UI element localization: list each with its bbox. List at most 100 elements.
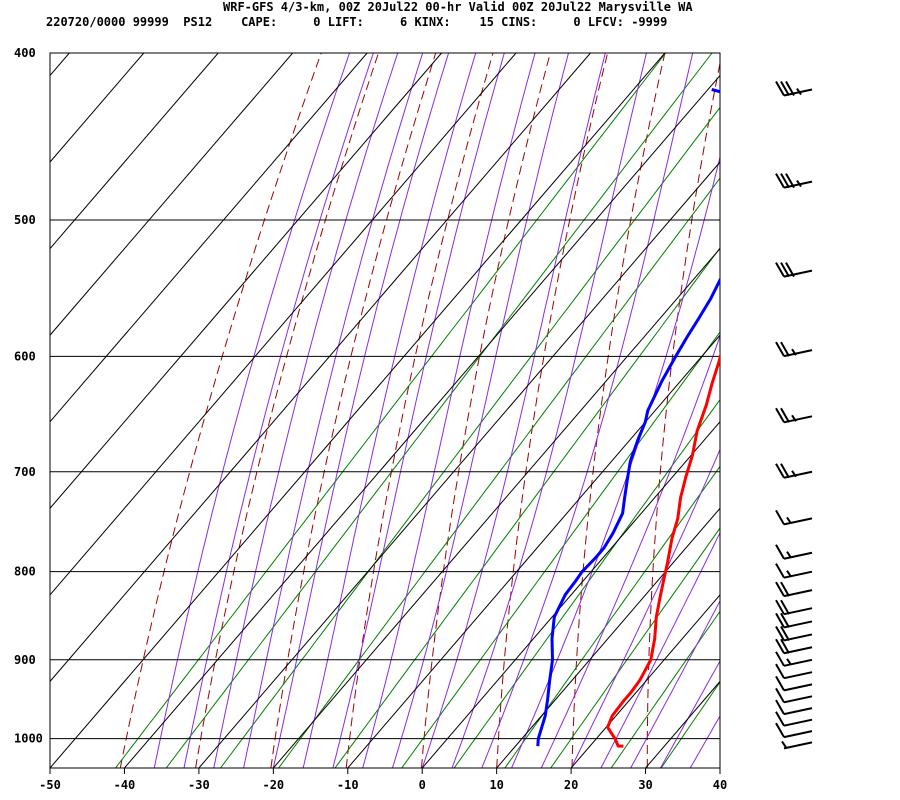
wind-barb-flag xyxy=(780,407,790,423)
isotherm-line xyxy=(50,53,591,683)
wind-barb-flag xyxy=(775,612,785,628)
wind-barb-half-flag xyxy=(791,414,797,422)
dry-adiabat-line xyxy=(345,53,494,768)
wind-barb-flag xyxy=(780,173,790,189)
wind-barb-flag xyxy=(780,599,790,615)
mixing-ratio-line xyxy=(115,53,666,768)
isotherm-line xyxy=(347,334,720,768)
dry-adiabat-line xyxy=(862,53,894,768)
isotherm-line xyxy=(50,53,368,423)
isotherm-line xyxy=(50,53,666,768)
y-tick-label: 1000 xyxy=(14,732,43,746)
moist-adiabat-line xyxy=(659,660,720,768)
y-tick-label: 600 xyxy=(14,349,36,363)
wind-barb xyxy=(783,683,813,692)
isotherm-line xyxy=(496,507,720,768)
wind-barb-flag xyxy=(775,663,785,679)
mixing-ratio-line xyxy=(504,465,720,768)
temperature-profile xyxy=(606,351,720,748)
x-tick-label: 20 xyxy=(564,778,578,792)
wind-barb-flag xyxy=(780,612,790,628)
y-tick-label: 900 xyxy=(14,653,36,667)
moist-adiabat-line xyxy=(600,531,720,768)
wind-barb xyxy=(783,741,813,750)
wind-barb xyxy=(783,730,813,739)
wind-barb-flag xyxy=(775,341,785,357)
wind-barb-half-flag xyxy=(786,516,792,524)
wind-barb-flag xyxy=(775,722,785,738)
y-tick-label: 800 xyxy=(14,565,36,579)
wind-barb-flag xyxy=(775,711,785,727)
dry-adiabat-line xyxy=(195,53,379,768)
wind-barb-flag xyxy=(785,81,795,97)
wind-barb-half-flag xyxy=(791,470,797,478)
moist-adiabat-line xyxy=(451,53,647,768)
grid xyxy=(49,52,721,769)
axes: 400 500 600 700 800 900 1000 -50 -40 -30 -20 -10 0 10… xyxy=(14,46,727,792)
wind-barb-flag xyxy=(785,173,795,189)
chart-title: WRF-GFS 4/3-km, 00Z 20Jul22 00-hr Valid … xyxy=(223,0,693,14)
y-tick-label: 500 xyxy=(14,213,36,227)
wind-barb xyxy=(783,707,813,716)
moist-adiabat-line xyxy=(511,155,720,768)
wind-barb-flag xyxy=(775,81,785,97)
moist-adiabat-line xyxy=(302,53,477,768)
wind-barb-flag xyxy=(775,563,785,579)
x-tick-label: -40 xyxy=(114,778,136,792)
mixing-ratio-line xyxy=(610,610,720,768)
wind-barb-flag xyxy=(775,407,785,423)
moist-adiabat-line xyxy=(272,53,450,768)
moist-adiabat-line xyxy=(332,53,505,768)
moist-adiabat-line xyxy=(213,53,399,768)
isotherm-line xyxy=(421,420,720,768)
wind-barb-flag xyxy=(775,687,785,703)
x-tick-label: -10 xyxy=(337,778,359,792)
dry-adiabat-line xyxy=(646,60,720,768)
wind-barb-flag xyxy=(775,544,785,560)
wind-barb-half-flag xyxy=(786,658,792,666)
wind-barbs xyxy=(775,81,813,750)
x-tick-label: 10 xyxy=(489,778,503,792)
wind-barb-half-flag xyxy=(786,551,792,559)
x-tick-label: 30 xyxy=(638,778,652,792)
isotherm-line xyxy=(124,74,720,768)
mixing-ratio-line xyxy=(334,247,720,768)
isotherm-line xyxy=(645,680,720,768)
wind-barb xyxy=(783,695,813,704)
wind-barb xyxy=(783,551,813,560)
wind-barb-flag xyxy=(775,638,785,654)
dry-adiabat-line xyxy=(270,53,437,768)
mixing-ratio-line xyxy=(550,527,720,768)
wind-barb-flag xyxy=(780,81,790,97)
isotherm-line xyxy=(50,53,517,596)
wind-barb xyxy=(783,671,813,680)
y-tick-label: 400 xyxy=(14,46,36,60)
moist-adiabat-line xyxy=(421,53,606,768)
x-tick-label: 40 xyxy=(713,778,727,792)
mixing-ratio-line xyxy=(165,53,713,768)
isotherm-line xyxy=(50,53,294,336)
wind-barb-flag xyxy=(780,262,790,278)
moist-adiabat-line xyxy=(750,53,900,768)
wind-barb-flag xyxy=(775,675,785,691)
mixing-ratio-line xyxy=(278,177,720,768)
isotherm-line xyxy=(272,247,720,768)
isotherm-line xyxy=(50,53,219,250)
isotherm-line xyxy=(570,594,720,768)
wind-barb-flag xyxy=(775,651,785,667)
dry-adiabat-line xyxy=(119,53,322,768)
plot-frame xyxy=(49,52,721,769)
mixing-ratio-line xyxy=(660,681,720,768)
moist-adiabat-line xyxy=(183,53,374,768)
mixing-ratio-line xyxy=(401,331,720,768)
sounding-indices: 220720/0000 99999 PS12 CAPE: 0 LIFT: 6 K… xyxy=(46,15,668,29)
wind-barb-flag xyxy=(775,599,785,615)
moist-adiabat-line xyxy=(243,53,424,768)
y-tick-label: 700 xyxy=(14,465,36,479)
moist-adiabat-line xyxy=(391,53,569,768)
moist-adiabat-line xyxy=(570,448,720,768)
wind-barb-half-flag xyxy=(796,87,802,96)
dry-adiabat-line xyxy=(793,53,837,768)
mixing-ratio-line xyxy=(453,398,720,768)
